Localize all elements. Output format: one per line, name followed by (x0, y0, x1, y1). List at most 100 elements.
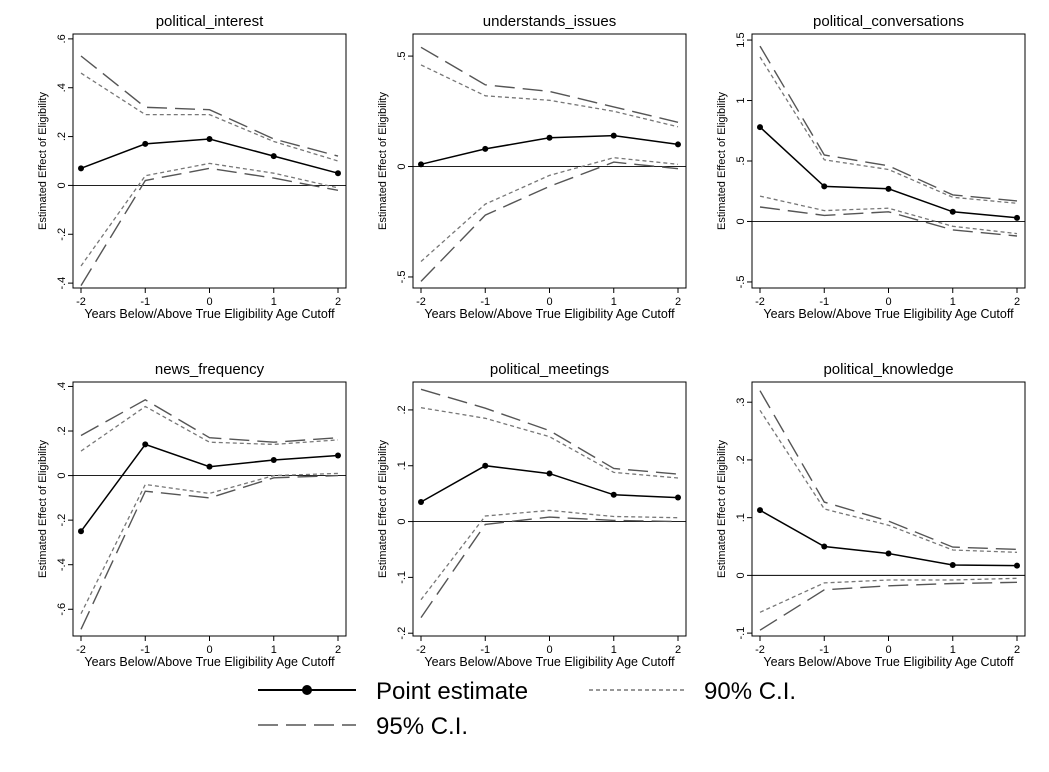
point-estimate-marker (1014, 214, 1020, 221)
y-tick-label: 0 (396, 518, 408, 524)
point-estimate-marker (610, 132, 617, 139)
x-tick-label: 0 (206, 644, 212, 656)
plot-frame (751, 33, 1026, 289)
legend-ci90-label: 90% C.I. (704, 678, 796, 705)
y-tick-label: -.4 (56, 558, 68, 571)
series-line-ci90-upper (80, 405, 339, 452)
panel-title: political_conversations (813, 13, 964, 30)
y-tick-label: -.1 (396, 571, 408, 584)
y-tick-label: .2 (56, 426, 68, 435)
x-tick-label: -2 (76, 644, 86, 656)
y-tick-label: -.1 (735, 627, 747, 640)
y-tick-label: 0 (396, 163, 408, 169)
legend-point-label: Point estimate (376, 678, 528, 705)
series-line-ci90-lower (759, 195, 1018, 235)
legend-ci95-label: 95% C.I. (376, 713, 468, 740)
x-axis-label: Years Below/Above True Eligibility Age C… (424, 307, 675, 321)
point-estimate-marker (78, 528, 84, 535)
point-estimate-marker (757, 124, 763, 131)
point-estimate-marker (885, 185, 892, 192)
x-tick-label: 1 (950, 644, 956, 656)
x-tick-label: 1 (950, 296, 956, 308)
point-estimate-marker (546, 134, 553, 141)
series-line-ci90-lower (80, 472, 339, 614)
y-axis-label: Estimated Effect of Eligibility (37, 92, 49, 230)
x-tick-label: -2 (416, 296, 426, 308)
y-tick-label: 0 (56, 182, 68, 188)
series-line-ci90-upper (80, 72, 339, 162)
series-line-ci95-upper (420, 46, 679, 123)
panel-news-frequency: news_frequency -.6 -.4 -.2 0 .2 .4 Estimated Ef… (37, 361, 347, 669)
x-tick-label: 2 (1014, 296, 1020, 308)
panel-political-interest: political_interest -.4 -.2 0 .2 .4 .6 Estimated… (37, 13, 347, 321)
y-tick-label: .1 (735, 513, 747, 522)
x-tick-label: -1 (819, 296, 829, 308)
x-tick-label: 2 (335, 296, 341, 308)
point-estimate-marker (1014, 562, 1020, 569)
series-line-ci90-upper (420, 407, 679, 479)
series-line-ci95-lower (80, 167, 339, 286)
point-estimate-marker (78, 165, 84, 172)
point-estimate-marker (418, 161, 424, 168)
y-tick-label: .5 (396, 51, 408, 60)
y-tick-label: -.2 (56, 228, 68, 241)
y-tick-label: .3 (735, 398, 747, 407)
x-tick-label: 0 (885, 296, 891, 308)
point-estimate-marker (885, 550, 892, 557)
y-axis-label: Estimated Effect of Eligibility (716, 92, 728, 230)
series-line-point-estimate (759, 126, 1018, 219)
y-tick-label: .2 (735, 455, 747, 464)
panel-title: understands_issues (483, 13, 616, 30)
x-tick-label: -2 (755, 296, 765, 308)
x-tick-label: -1 (480, 644, 490, 656)
series-line-ci95-lower (759, 206, 1018, 237)
x-tick-label: 0 (885, 644, 891, 656)
plot-frame (72, 33, 347, 289)
legend: Point estimate 90% C.I. 95% C.I. (258, 678, 796, 740)
point-estimate-marker (270, 456, 277, 463)
x-axis-label: Years Below/Above True Eligibility Age C… (763, 307, 1014, 321)
panel-title: political_interest (156, 13, 264, 30)
y-tick-label: -.4 (56, 277, 68, 290)
point-estimate-marker (142, 140, 149, 147)
series-line-point-estimate (80, 443, 339, 532)
point-estimate-marker (675, 141, 681, 148)
series-line-ci90-upper (759, 56, 1018, 204)
y-tick-label: 1.5 (735, 32, 747, 47)
point-estimate-marker (270, 153, 277, 160)
point-estimate-marker (546, 470, 553, 477)
x-tick-label: -1 (140, 644, 150, 656)
y-axis-label: Estimated Effect of Eligibility (37, 440, 49, 578)
x-tick-label: 2 (675, 644, 681, 656)
x-tick-label: 2 (1014, 644, 1020, 656)
point-estimate-marker (949, 561, 956, 568)
x-tick-label: -2 (76, 296, 86, 308)
y-tick-label: .2 (396, 405, 408, 414)
x-axis-label: Years Below/Above True Eligibility Age C… (763, 655, 1014, 669)
y-tick-label: 1 (735, 97, 747, 103)
x-tick-label: 2 (335, 644, 341, 656)
series-line-ci95-upper (759, 390, 1018, 551)
y-tick-label: -.2 (56, 514, 68, 527)
series-line-ci90-lower (420, 157, 679, 262)
point-estimate-marker (206, 136, 213, 143)
x-tick-label: -2 (416, 644, 426, 656)
series-line-ci95-upper (420, 388, 679, 475)
y-tick-label: 0 (56, 473, 68, 479)
x-tick-label: -1 (140, 296, 150, 308)
x-tick-label: 0 (206, 296, 212, 308)
x-tick-label: 1 (611, 644, 617, 656)
panel-political-meetings: political_meetings -.2 -.1 0 .1 .2 Estimated E… (377, 361, 687, 669)
series-line-ci95-lower (759, 581, 1018, 631)
y-tick-label: -.6 (56, 603, 68, 616)
series-line-ci95-lower (420, 516, 679, 618)
y-tick-label: .5 (735, 156, 747, 165)
point-estimate-marker (206, 463, 213, 470)
x-tick-label: -2 (755, 644, 765, 656)
series-line-ci90-lower (80, 162, 339, 267)
x-tick-label: 1 (271, 644, 277, 656)
series-line-ci95-upper (80, 55, 339, 157)
point-estimate-marker (821, 183, 828, 190)
panel-title: news_frequency (155, 361, 265, 378)
